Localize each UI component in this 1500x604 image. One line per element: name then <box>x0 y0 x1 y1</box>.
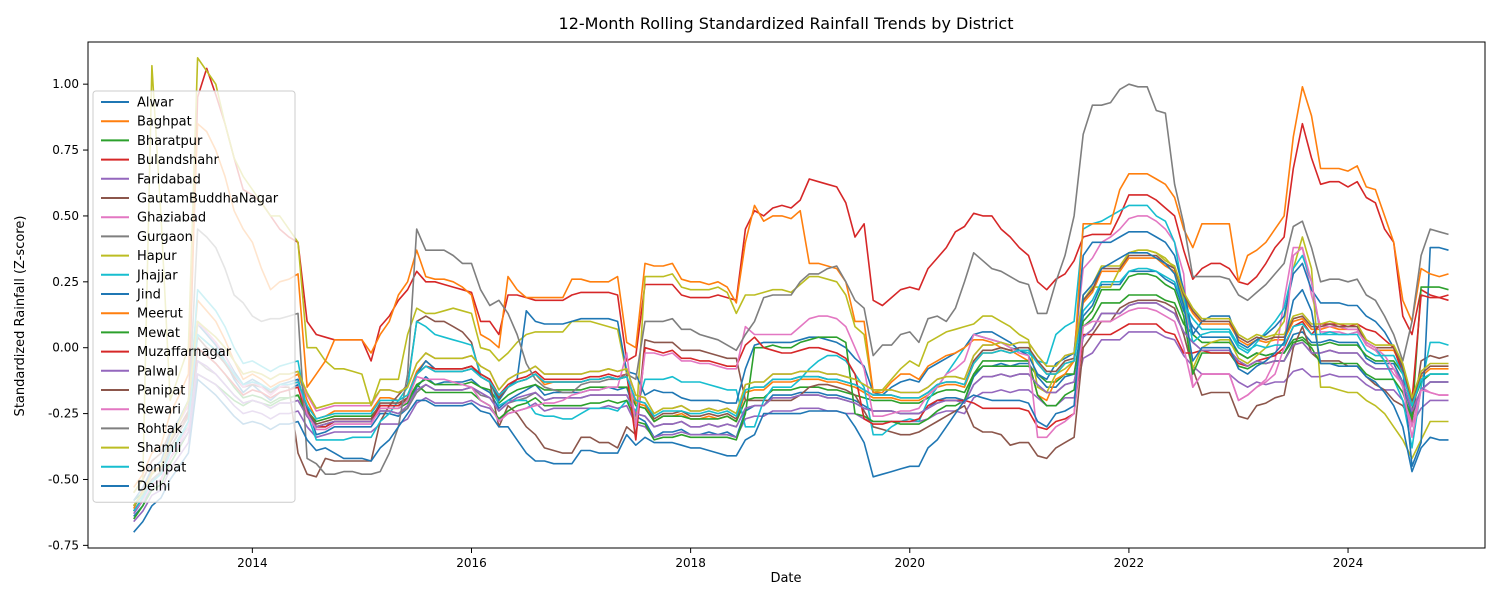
legend-entry: Jhajjar <box>136 268 178 283</box>
series-line-palwal <box>133 302 1449 515</box>
series-line-hapur <box>133 56 1449 494</box>
y-tick-label: 0.00 <box>52 341 79 355</box>
y-tick-label: -0.25 <box>48 407 79 421</box>
legend-entry: Muzaffarnagar <box>137 345 232 360</box>
x-tick-label: 2024 <box>1333 556 1364 570</box>
legend-entry: Mewat <box>137 326 180 341</box>
plot-area-frame <box>87 41 1486 549</box>
x-tick-label: 2022 <box>1114 556 1145 570</box>
legend-entry: Rewari <box>137 403 181 418</box>
series-line-rewari <box>133 246 1449 512</box>
legend-entry: Gurgaon <box>137 230 193 245</box>
legend: Alwar Baghpat Bharatpur Bulandshahr Faridaba… <box>92 90 296 503</box>
y-tick-label: -0.75 <box>48 538 79 552</box>
legend-entry: Ghaziabad <box>137 211 206 226</box>
series-line-meerut <box>133 86 1449 488</box>
legend-entry: Delhi <box>137 480 170 495</box>
legend-entry: Faridabad <box>137 172 201 187</box>
series-line-sonipat <box>133 267 1449 512</box>
y-axis-label: Standardized Rainfall (Z-score) <box>13 216 28 417</box>
legend-entry: GautamBuddhaNagar <box>137 192 279 207</box>
y-axis-ticks: -0.75 -0.50 -0.25 0.00 0.25 0.50 0.75 1.00 <box>48 77 88 552</box>
legend-entry: Hapur <box>137 249 177 264</box>
y-tick-label: 0.75 <box>52 143 79 157</box>
legend-entry: Bharatpur <box>137 134 203 149</box>
y-tick-label: -0.50 <box>48 472 79 486</box>
series-line-bharatpur <box>133 294 1449 502</box>
y-tick-label: 0.50 <box>52 209 79 223</box>
series-line-jhajjar <box>133 204 1449 507</box>
legend-entry: Panipat <box>137 384 185 399</box>
legend-entry: Baghpat <box>137 115 192 130</box>
series-line-gautambuddhanagar <box>133 299 1449 494</box>
legend-entry: Sonipat <box>137 460 186 475</box>
legend-box <box>92 90 296 503</box>
x-tick-label: 2016 <box>456 556 487 570</box>
series-line-alwar <box>133 270 1449 517</box>
legend-entry: Shamli <box>137 441 181 456</box>
legend-entry: Jind <box>136 288 161 303</box>
x-tick-label: 2020 <box>894 556 925 570</box>
x-axis-ticks: 2014 2016 2018 2020 2022 2024 <box>237 548 1363 570</box>
legend-entry: Alwar <box>137 96 174 111</box>
chart-title: 12-Month Rolling Standardized Rainfall T… <box>559 14 1014 33</box>
legend-entry: Palwal <box>137 364 178 379</box>
x-tick-label: 2014 <box>237 556 268 570</box>
series-line-rohtak <box>133 83 1449 512</box>
series-line-baghpat <box>132 257 1449 509</box>
y-tick-label: 0.25 <box>52 275 79 289</box>
legend-entry: Meerut <box>137 307 183 322</box>
legend-entry: Rohtak <box>137 422 183 437</box>
x-axis-label: Date <box>770 571 801 586</box>
series-line-delhi <box>133 252 1449 533</box>
x-tick-label: 2018 <box>675 556 706 570</box>
series-lines <box>132 56 1449 533</box>
series-line-shamli <box>133 249 1449 507</box>
y-tick-label: 1.00 <box>52 77 79 91</box>
legend-entry: Bulandshahr <box>137 153 219 168</box>
